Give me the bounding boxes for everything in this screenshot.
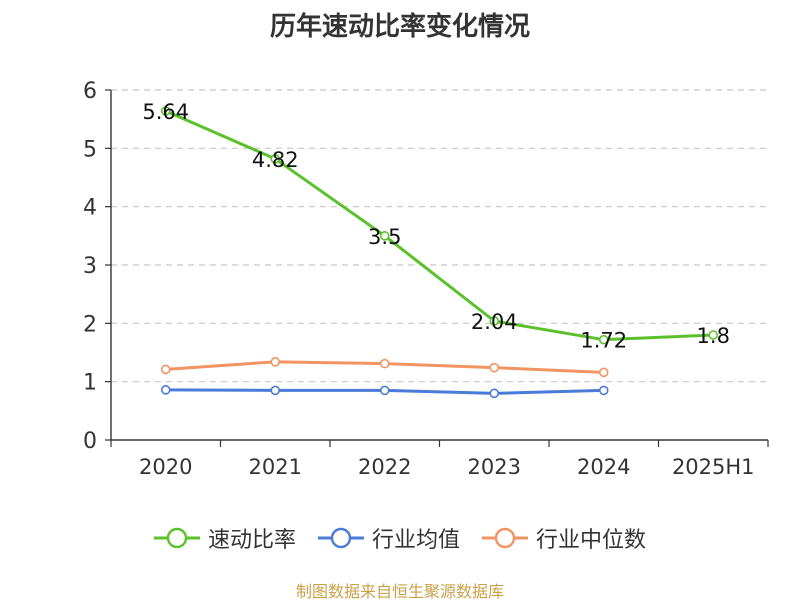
data-label: 3.5 (368, 225, 401, 249)
y-tick-label: 0 (83, 429, 97, 454)
line-chart: 0 1 2 3 4 5 6 2020 2021 2022 2023 2024 2025H1 5.64 4.8… (83, 79, 769, 479)
chart-title: 历年速动比率变化情况 (269, 12, 530, 42)
data-point (379, 358, 390, 369)
data-point (160, 364, 171, 375)
data-label: 1.8 (697, 324, 730, 348)
x-tick-label: 2024 (577, 455, 630, 479)
data-point (379, 231, 390, 241)
data-label: 4.82 (252, 148, 299, 172)
series-line (165, 109, 714, 342)
y-tick-label: 4 (83, 196, 97, 221)
data-point (489, 316, 500, 326)
data-point (270, 154, 281, 164)
data-point (489, 362, 500, 373)
legend-label: 速动比率 (207, 528, 296, 553)
data-label: 5.64 (142, 100, 189, 124)
x-tick-label: 2020 (139, 455, 192, 479)
data-label: 1.72 (580, 329, 627, 353)
x-tick-label: 2023 (468, 455, 521, 479)
data-point (270, 357, 281, 367)
y-tick-label: 2 (83, 312, 97, 337)
legend-line-marker-icon (482, 527, 528, 549)
data-point (598, 367, 609, 378)
data-point (160, 385, 171, 395)
y-tick-label: 1 (83, 371, 97, 396)
legend-item[interactable]: 行业均值 (317, 522, 460, 554)
data-point (160, 106, 171, 116)
data-point (489, 388, 500, 399)
legend-item[interactable]: 行业中位数 (482, 522, 646, 554)
x-tick-label: 2022 (358, 455, 411, 479)
y-tick-label: 3 (83, 254, 97, 279)
x-tick-label: 2025H1 (672, 455, 755, 479)
chart-legend: 速动比率 行业均值 行业中位数 (0, 518, 800, 558)
data-point (379, 385, 390, 396)
legend-label: 行业均值 (371, 528, 460, 553)
legend-line-marker-icon (153, 527, 200, 549)
data-label: 2.04 (471, 310, 518, 334)
data-point (598, 334, 609, 345)
legend-line-marker-icon (317, 527, 364, 549)
legend-item[interactable]: 速动比率 (153, 522, 296, 554)
y-tick-label: 5 (83, 137, 97, 162)
data-point (708, 330, 719, 340)
x-tick-label: 2021 (249, 455, 302, 479)
data-point (270, 385, 281, 396)
data-point (598, 385, 609, 396)
legend-label: 行业中位数 (536, 528, 647, 553)
data-source-note: 制图数据来自恒生聚源数据库 (295, 582, 504, 601)
y-tick-label: 6 (83, 79, 97, 104)
